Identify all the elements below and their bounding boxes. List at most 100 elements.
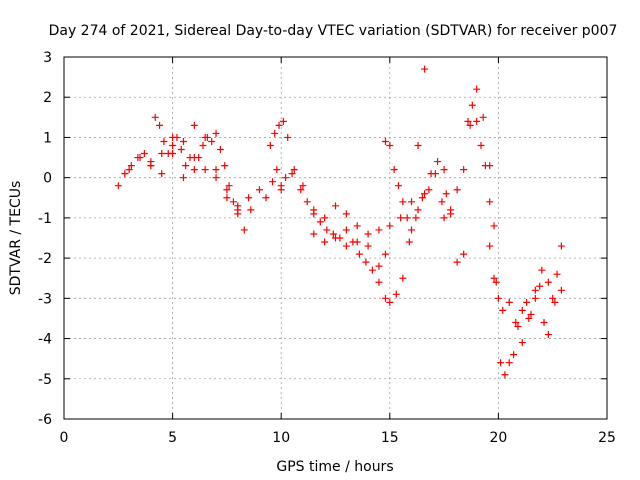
data-point bbox=[299, 182, 307, 190]
gridlines bbox=[64, 57, 607, 419]
data-point bbox=[288, 170, 296, 178]
data-point bbox=[386, 298, 394, 306]
data-point bbox=[310, 206, 318, 214]
axis-ticks: 0 5 10 15 20 25 -6 -5 -4 -3 -2 -1 0 1 2 3 bbox=[38, 50, 616, 446]
data-point bbox=[282, 174, 290, 182]
data-point bbox=[438, 198, 446, 206]
data-point bbox=[342, 242, 350, 250]
data-point bbox=[362, 258, 370, 266]
data-point bbox=[447, 206, 455, 214]
data-point bbox=[486, 198, 494, 206]
series-arc-9 bbox=[486, 242, 565, 379]
data-point bbox=[525, 314, 533, 322]
data-point bbox=[169, 133, 177, 141]
x-tick-label: 25 bbox=[598, 430, 616, 446]
data-point bbox=[212, 129, 220, 137]
data-point bbox=[381, 250, 389, 258]
data-point bbox=[497, 359, 505, 367]
data-point bbox=[158, 150, 166, 158]
data-point bbox=[136, 154, 144, 162]
y-tick-label: -5 bbox=[38, 372, 52, 388]
data-point bbox=[405, 238, 413, 246]
y-axis-label: SDTVAR / TECUs bbox=[8, 181, 24, 296]
data-point bbox=[479, 113, 487, 121]
plot-frame bbox=[63, 56, 608, 420]
data-point bbox=[375, 262, 383, 270]
y-tick-label: 1 bbox=[43, 130, 52, 146]
data-point bbox=[223, 194, 231, 202]
data-point bbox=[190, 121, 198, 129]
x-axis-label: GPS time / hours bbox=[276, 459, 393, 475]
data-point bbox=[179, 137, 187, 145]
data-point bbox=[505, 359, 513, 367]
data-point bbox=[316, 218, 324, 226]
data-point bbox=[466, 121, 474, 129]
data-point bbox=[492, 278, 500, 286]
y-tick-label: -3 bbox=[38, 291, 52, 307]
data-point bbox=[199, 141, 207, 149]
y-tick-label: -6 bbox=[38, 412, 52, 428]
data-point bbox=[440, 214, 448, 222]
data-point bbox=[266, 141, 274, 149]
data-point bbox=[536, 282, 544, 290]
data-point bbox=[177, 146, 185, 154]
data-point bbox=[499, 306, 507, 314]
data-point bbox=[427, 170, 435, 178]
data-point bbox=[240, 226, 248, 234]
data-point bbox=[408, 226, 416, 234]
data-point bbox=[421, 65, 429, 73]
data-point bbox=[394, 182, 402, 190]
data-point bbox=[390, 166, 398, 174]
y-tick-label: 0 bbox=[43, 171, 52, 187]
data-point bbox=[440, 166, 448, 174]
data-point bbox=[364, 230, 372, 238]
data-point bbox=[544, 331, 552, 339]
data-point bbox=[412, 214, 420, 222]
series-arc-2 bbox=[125, 121, 255, 234]
data-point bbox=[342, 226, 350, 234]
data-point bbox=[414, 141, 422, 149]
data-point bbox=[368, 266, 376, 274]
data-point bbox=[557, 286, 565, 294]
data-point bbox=[223, 186, 231, 194]
data-points bbox=[114, 65, 565, 379]
data-point bbox=[190, 154, 198, 162]
data-point bbox=[353, 238, 361, 246]
data-point bbox=[553, 270, 561, 278]
data-point bbox=[271, 129, 279, 137]
data-point bbox=[434, 158, 442, 166]
x-tick-label: 10 bbox=[272, 430, 290, 446]
data-point bbox=[512, 318, 520, 326]
data-point bbox=[544, 278, 552, 286]
data-point bbox=[234, 202, 242, 210]
data-point bbox=[275, 121, 283, 129]
data-point bbox=[477, 141, 485, 149]
data-point bbox=[355, 250, 363, 258]
series-arc-4 bbox=[266, 117, 389, 274]
y-tick-label: -1 bbox=[38, 211, 52, 227]
data-point bbox=[514, 322, 522, 330]
data-point bbox=[229, 198, 237, 206]
data-point bbox=[473, 85, 481, 93]
data-point bbox=[156, 121, 164, 129]
data-point bbox=[127, 162, 135, 170]
data-point bbox=[321, 214, 329, 222]
data-point bbox=[169, 150, 177, 158]
series-arc-6 bbox=[310, 170, 450, 306]
data-point bbox=[551, 298, 559, 306]
data-point bbox=[557, 242, 565, 250]
series-arc-1 bbox=[114, 113, 242, 218]
data-point bbox=[414, 206, 422, 214]
data-point bbox=[273, 166, 281, 174]
data-point bbox=[392, 290, 400, 298]
data-point bbox=[290, 166, 298, 174]
data-point bbox=[277, 186, 285, 194]
data-point bbox=[201, 166, 209, 174]
x-tick-label: 15 bbox=[381, 430, 399, 446]
data-point bbox=[481, 162, 489, 170]
data-point bbox=[364, 242, 372, 250]
data-point bbox=[527, 310, 535, 318]
data-point bbox=[490, 274, 498, 282]
